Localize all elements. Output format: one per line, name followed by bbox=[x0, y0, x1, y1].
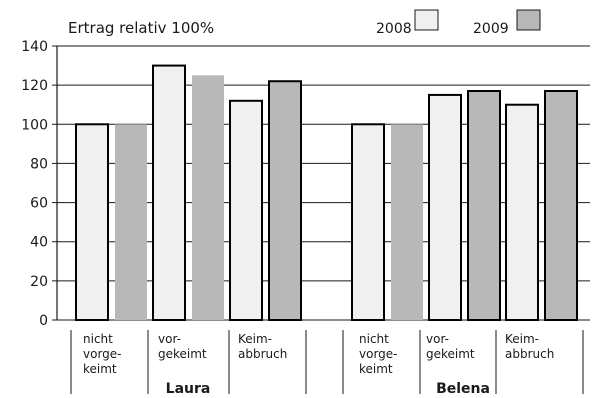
x-category-label: vorge- bbox=[359, 347, 398, 361]
y-tick-label: 140 bbox=[21, 39, 48, 55]
y-tick-label: 80 bbox=[30, 156, 48, 172]
x-category-label: nicht bbox=[83, 332, 113, 346]
x-category-label: gekeimt bbox=[426, 347, 475, 361]
x-category-label: vorge- bbox=[83, 347, 122, 361]
bar-2008 bbox=[351, 123, 385, 321]
legend: 2008 2009 bbox=[376, 9, 541, 37]
x-category-label: keimt bbox=[359, 362, 393, 376]
bar-2008 bbox=[505, 103, 539, 322]
legend-swatch bbox=[516, 9, 541, 31]
bar-2009 bbox=[268, 80, 302, 321]
x-category-label: Keim- bbox=[238, 332, 272, 346]
bar-2008 bbox=[229, 99, 263, 321]
x-category-label: gekeimt bbox=[158, 347, 207, 361]
bar-2009 bbox=[391, 124, 423, 321]
y-tick-label: 0 bbox=[39, 313, 48, 329]
legend-swatch bbox=[414, 9, 439, 31]
x-group-label: Laura bbox=[166, 381, 211, 394]
x-category-label: keimt bbox=[83, 362, 117, 376]
y-tick-label: 100 bbox=[21, 117, 48, 133]
legend-label: 2008 bbox=[376, 21, 412, 37]
y-tick-label: 40 bbox=[30, 235, 48, 251]
x-axis-labels: nichtvorge-keimtvor-gekeimtKeim-abbruchL… bbox=[70, 330, 584, 397]
bar-2008 bbox=[428, 93, 462, 321]
y-axis-ticks: 0 20 40 60 80 100 120 140 bbox=[21, 39, 57, 329]
x-category-label: Keim- bbox=[505, 332, 539, 346]
bar-2008 bbox=[75, 123, 109, 321]
legend-label: 2009 bbox=[473, 21, 509, 37]
bar-2009 bbox=[115, 124, 147, 321]
x-group-label: Belena bbox=[436, 381, 490, 394]
bar-2009 bbox=[467, 90, 501, 321]
bar-2009 bbox=[192, 75, 224, 320]
x-category-label: abbruch bbox=[505, 347, 554, 361]
x-category-label: abbruch bbox=[238, 347, 287, 361]
bar-2009 bbox=[544, 90, 578, 321]
bars bbox=[75, 64, 578, 322]
bar-2008 bbox=[152, 64, 186, 321]
x-category-label: vor- bbox=[158, 332, 181, 346]
x-category-label: vor- bbox=[426, 332, 449, 346]
y-tick-label: 120 bbox=[21, 78, 48, 94]
x-category-label: nicht bbox=[359, 332, 389, 346]
y-tick-label: 20 bbox=[30, 274, 48, 290]
y-tick-label: 60 bbox=[30, 196, 48, 212]
chart-title: Ertrag relativ 100% bbox=[68, 19, 214, 37]
